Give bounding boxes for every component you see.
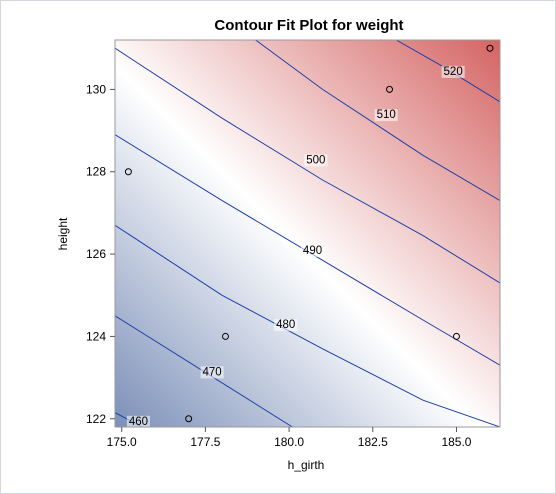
contour-label-480: 480 <box>276 319 295 331</box>
observation-point-4 <box>386 85 394 93</box>
contour-label-520: 520 <box>444 66 463 78</box>
contour-label-470: 470 <box>202 366 221 378</box>
plot-border <box>114 39 501 428</box>
x-tick-label: 185.0 <box>441 435 471 449</box>
observation-point-3 <box>221 332 229 340</box>
y-tick-label: 122 <box>86 412 106 426</box>
contour-line-490 <box>115 134 500 366</box>
contour-line-510 <box>255 40 500 202</box>
contour-label-bg <box>200 366 224 379</box>
x-tick-label: 175.0 <box>107 435 137 449</box>
plot-area <box>115 40 500 427</box>
contour-line-520 <box>395 40 500 103</box>
contour-label-bg <box>374 109 398 122</box>
y-axis: 122 124 126 128 130 <box>86 82 115 426</box>
chart-title: Contour Fit Plot for weight <box>214 17 403 34</box>
x-tick-label: 182.5 <box>358 435 388 449</box>
y-tick-label: 128 <box>86 165 106 179</box>
x-tick-label: 177.5 <box>190 435 220 449</box>
observation-point-5 <box>452 332 460 340</box>
contour-label-bg <box>441 65 465 78</box>
contour-label-bg <box>304 154 328 167</box>
contour-label-bg <box>126 415 151 428</box>
contour-label-510: 510 <box>377 109 396 121</box>
contour-label-bg <box>300 244 325 257</box>
observation-point-1 <box>124 168 132 176</box>
y-tick-label: 130 <box>86 82 106 96</box>
x-axis-label: h_girth <box>288 458 325 472</box>
x-axis: 175.0 177.5 180.0 182.5 185.0 <box>107 427 472 449</box>
x-tick-label: 180.0 <box>274 435 304 449</box>
contour-line-500 <box>115 47 500 284</box>
contour-labels: 460 470 480 490 500 510 520 <box>126 65 465 428</box>
y-tick-label: 124 <box>86 329 106 343</box>
observation-point-6 <box>486 44 494 52</box>
contour-label-460: 460 <box>129 416 148 428</box>
y-tick-label: 126 <box>86 247 106 261</box>
contour-label-bg <box>274 319 298 332</box>
observation-point-2 <box>185 415 193 423</box>
y-axis-label: height <box>56 217 70 250</box>
contour-label-500: 500 <box>306 154 325 166</box>
contour-line-480 <box>115 224 500 427</box>
contour-label-490: 490 <box>303 245 322 257</box>
observation-points <box>124 44 494 423</box>
